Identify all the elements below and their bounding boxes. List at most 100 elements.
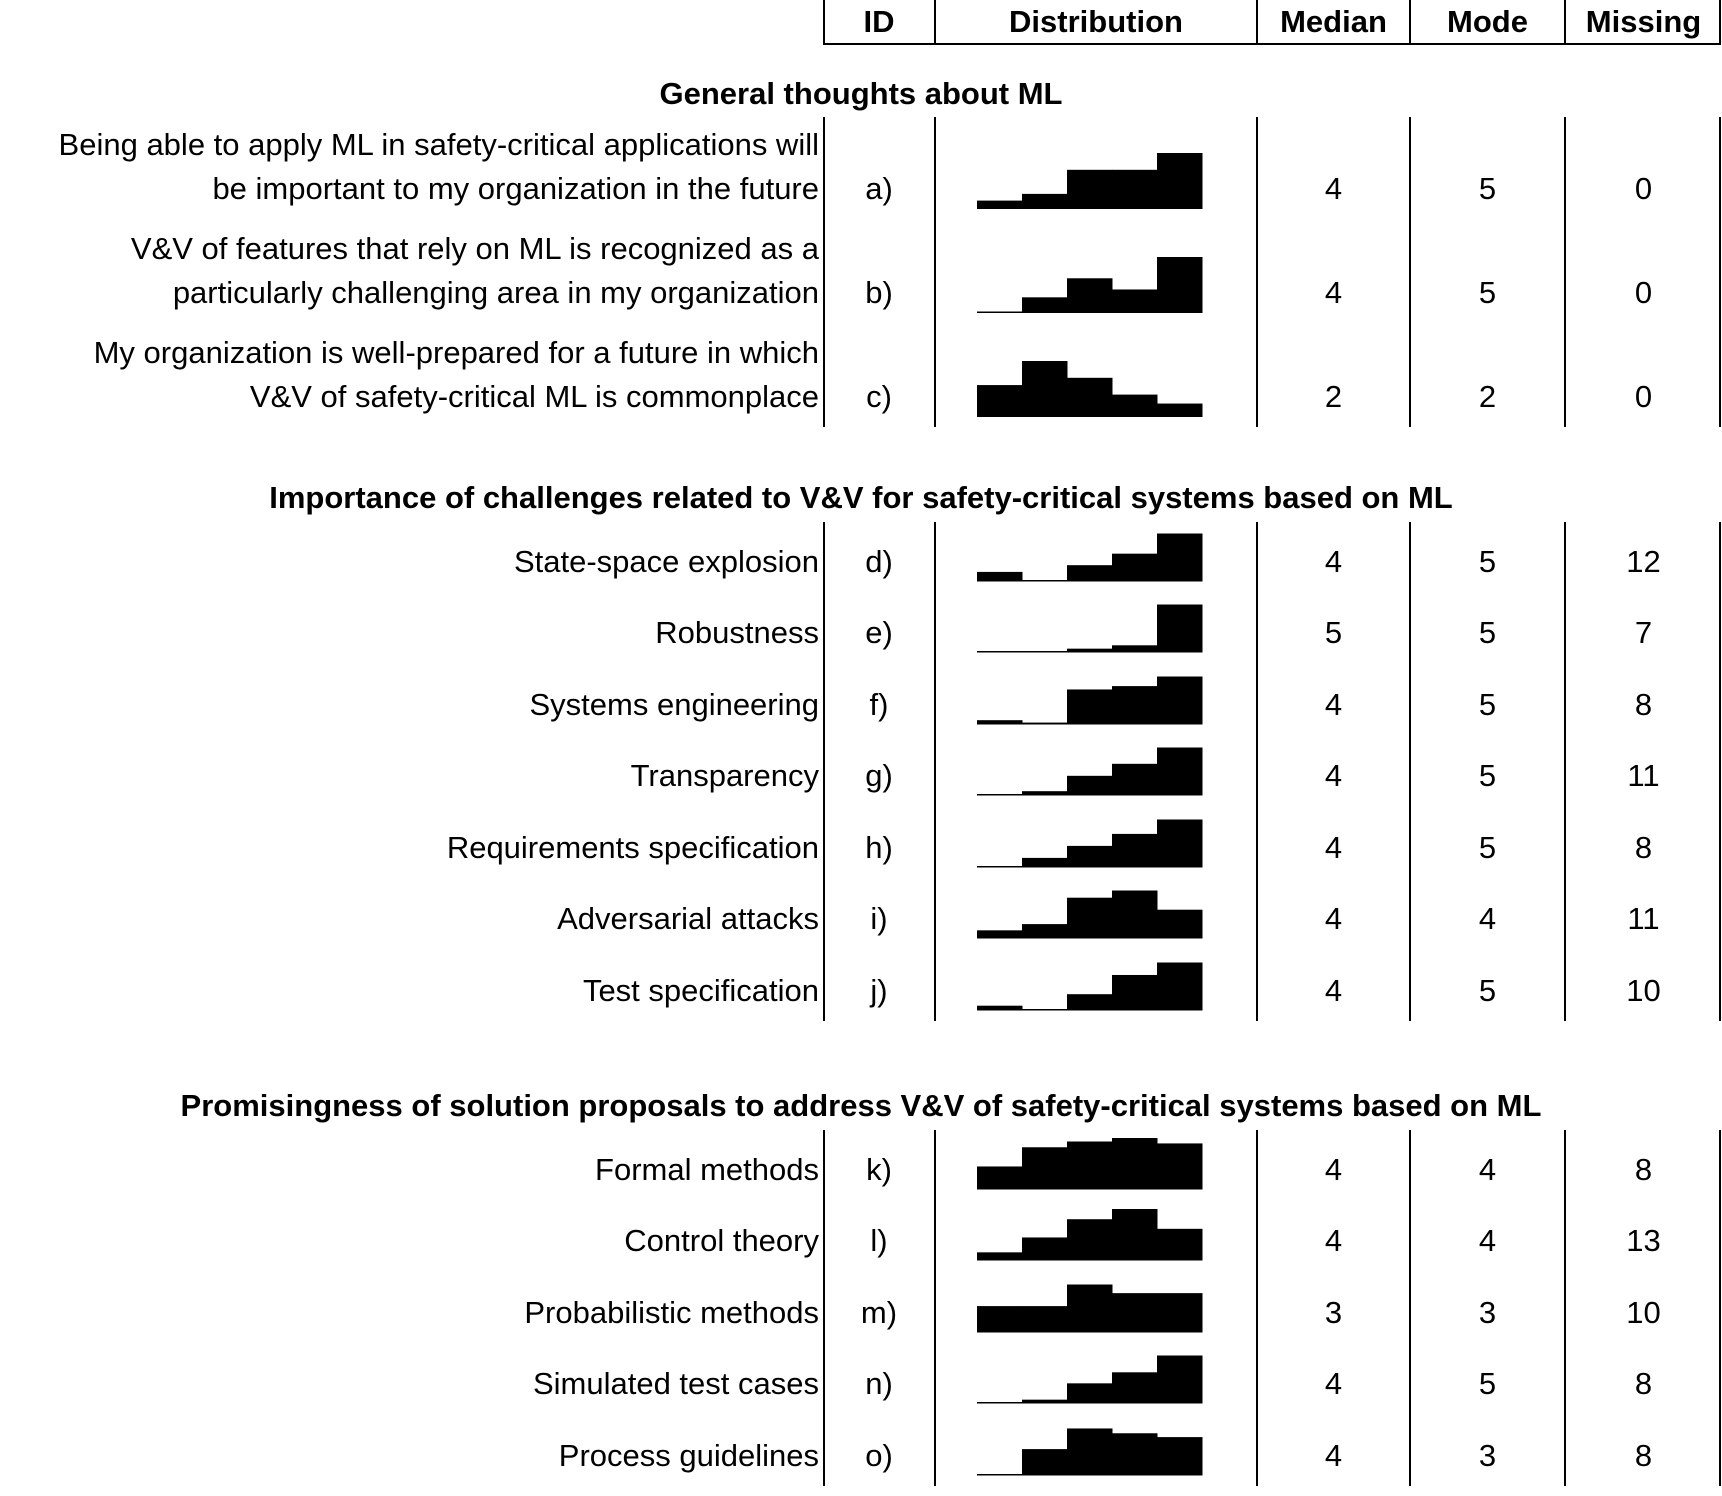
distribution-bar <box>1112 645 1158 653</box>
column-divider <box>1256 522 1258 1021</box>
distribution-chart <box>977 361 1203 417</box>
column-divider <box>934 117 936 427</box>
question-text-line: V&V of features that rely on ML is recog… <box>130 231 819 266</box>
column-divider <box>823 522 825 1021</box>
question-label: Transparency <box>631 754 819 798</box>
median-value: 4 <box>1324 757 1343 793</box>
median-value: 4 <box>1324 171 1343 206</box>
distribution-bar <box>1112 686 1158 725</box>
mode-value: 4 <box>1478 1151 1497 1187</box>
table-row: Formal methods k) 4 4 8 <box>0 1138 1722 1210</box>
question-label: Probabilistic methods <box>524 1291 819 1335</box>
row-id: k) <box>866 1151 892 1187</box>
question-label: My organization is well-prepared for a f… <box>94 331 819 419</box>
distribution-bar <box>1112 1293 1158 1333</box>
distribution-chart <box>977 257 1203 313</box>
column-divider <box>823 117 825 427</box>
distribution-chart <box>977 962 1203 1011</box>
header-divider <box>1564 0 1566 45</box>
missing-value: 11 <box>1627 757 1660 793</box>
column-divider <box>1564 1130 1566 1486</box>
mode-value: 5 <box>1478 1365 1497 1401</box>
question-label: V&V of features that rely on ML is recog… <box>131 227 819 315</box>
median-value: 4 <box>1324 275 1343 310</box>
row-id: l) <box>870 1222 888 1258</box>
distribution-bar <box>1157 1437 1203 1476</box>
header-id: ID <box>863 4 895 39</box>
distribution-bar <box>1067 648 1113 653</box>
distribution-bar <box>977 1166 1023 1190</box>
distribution-bar <box>977 311 1023 313</box>
missing-value: 8 <box>1634 686 1653 722</box>
median-value: 4 <box>1324 1365 1343 1401</box>
question-text-line: Test specification <box>582 972 819 1008</box>
distribution-chart <box>977 819 1203 868</box>
mode-value: 5 <box>1478 614 1497 650</box>
distribution-bar <box>1157 153 1203 209</box>
median-value: 4 <box>1324 1437 1343 1473</box>
missing-value: 10 <box>1626 972 1661 1008</box>
distribution-bar <box>1157 676 1203 725</box>
median-value: 4 <box>1324 543 1343 579</box>
distribution-bar <box>1157 1355 1203 1404</box>
distribution-chart <box>977 890 1203 939</box>
distribution-bar <box>1112 394 1158 417</box>
question-text-line: Robustness <box>655 614 819 650</box>
mode-value: 2 <box>1478 379 1497 414</box>
section-title: Importance of challenges related to V&V … <box>269 480 1453 515</box>
question-text-line: Transparency <box>630 757 819 793</box>
header-divider <box>1719 0 1721 45</box>
row-id: c) <box>866 379 892 414</box>
table-row: Systems engineering f) 4 5 8 <box>0 673 1722 745</box>
distribution-bar <box>1112 1138 1158 1190</box>
question-text-line: Process guidelines <box>558 1437 819 1473</box>
missing-value: 0 <box>1634 275 1653 310</box>
header-distribution: Distribution <box>1009 4 1183 39</box>
missing-value: 11 <box>1627 900 1660 936</box>
missing-value: 8 <box>1634 829 1653 865</box>
missing-value: 12 <box>1626 543 1661 579</box>
question-label: Systems engineering <box>530 683 820 727</box>
distribution-bar <box>977 720 1023 725</box>
question-text-line: Control theory <box>624 1222 819 1258</box>
question-text-line: Formal methods <box>595 1151 819 1187</box>
median-value: 4 <box>1324 972 1343 1008</box>
median-value: 4 <box>1324 686 1343 722</box>
missing-value: 8 <box>1634 1365 1653 1401</box>
distribution-bar <box>1112 763 1158 796</box>
mode-value: 5 <box>1478 171 1497 206</box>
distribution-chart <box>977 533 1203 582</box>
distribution-bar <box>1067 1383 1113 1404</box>
question-label: Requirements specification <box>447 826 819 870</box>
median-value: 3 <box>1324 1294 1343 1330</box>
mode-value: 5 <box>1478 686 1497 722</box>
distribution-bar <box>977 1474 1023 1476</box>
column-divider <box>1256 117 1258 427</box>
missing-value: 0 <box>1634 379 1653 414</box>
mode-value: 3 <box>1478 1294 1497 1330</box>
distribution-bar <box>1157 747 1203 796</box>
distribution-bar <box>1157 909 1203 939</box>
distribution-bar <box>1022 1399 1068 1404</box>
distribution-bar <box>1022 1009 1068 1011</box>
missing-value: 10 <box>1626 1294 1661 1330</box>
table-row: Robustness e) 5 5 7 <box>0 601 1722 673</box>
distribution-bar <box>977 1402 1023 1404</box>
distribution-chart <box>977 1284 1203 1333</box>
question-text-line: Simulated test cases <box>532 1365 819 1401</box>
distribution-bar <box>1157 403 1203 417</box>
distribution-bar <box>977 930 1023 939</box>
distribution-bar <box>1022 924 1068 939</box>
distribution-bar <box>1022 791 1068 796</box>
mode-value: 5 <box>1478 757 1497 793</box>
row-id: i) <box>870 900 888 936</box>
column-divider <box>1564 117 1566 427</box>
distribution-bar <box>1112 553 1158 582</box>
median-value: 4 <box>1324 900 1343 936</box>
header-divider <box>1256 0 1258 45</box>
distribution-bar <box>1157 257 1203 313</box>
mode-value: 5 <box>1478 829 1497 865</box>
table-row: State-space explosion d) 4 5 12 <box>0 530 1722 602</box>
table-row: Requirements specification h) 4 5 8 <box>0 816 1722 888</box>
row-id: f) <box>869 686 889 722</box>
